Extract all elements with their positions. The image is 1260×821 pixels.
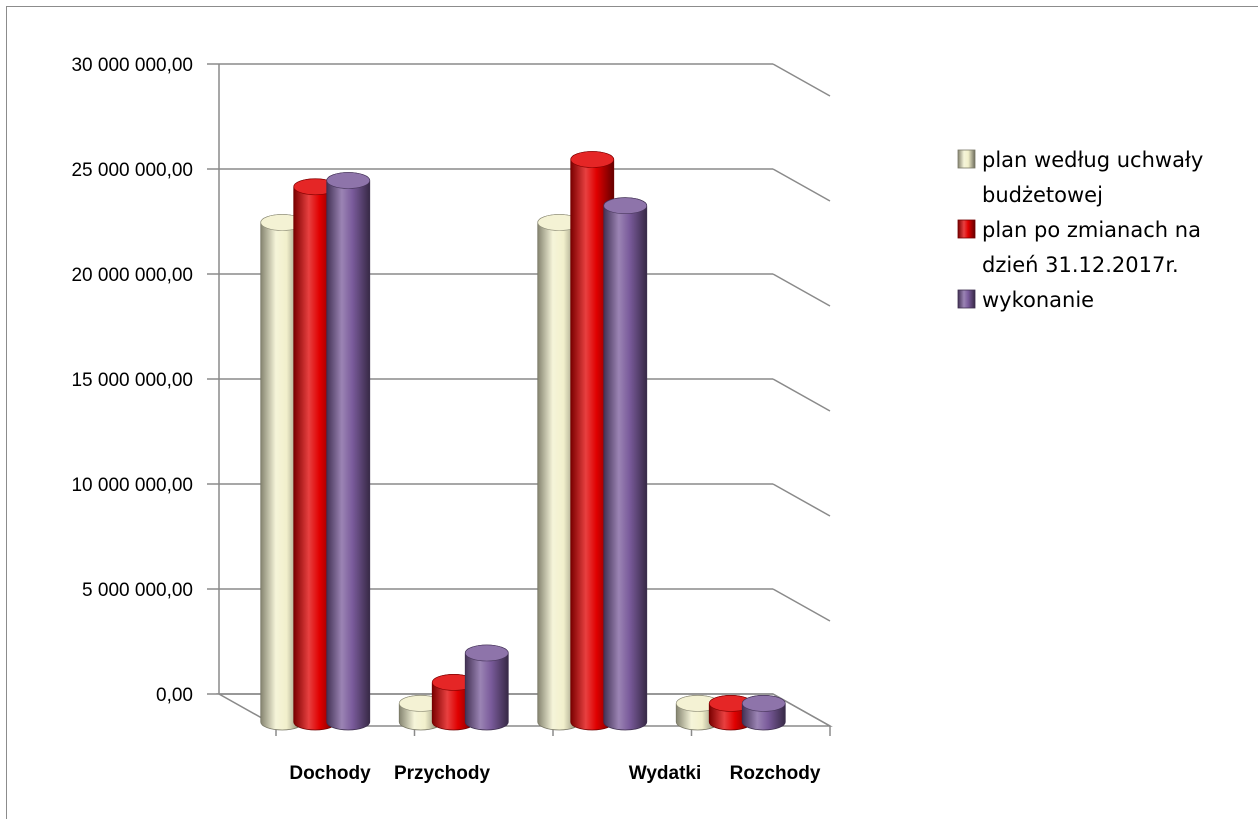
x-category-label: Przychody bbox=[394, 763, 491, 784]
y-tick-label: 20 000 000,00 bbox=[71, 265, 193, 286]
y-tick-label: 0,00 bbox=[156, 685, 193, 706]
legend-label: plan po zmianach na bbox=[982, 218, 1201, 242]
gridline-side bbox=[772, 483, 831, 517]
bar-dochody-series-3 bbox=[326, 172, 371, 731]
y-tick-label: 10 000 000,00 bbox=[71, 475, 193, 496]
gridline-side bbox=[772, 273, 831, 307]
legend-label: budżetowej bbox=[982, 183, 1103, 207]
labels: 0,00 5 000 000,00 10 000 000,00 15 000 000,… bbox=[71, 55, 820, 784]
legend-swatch bbox=[957, 149, 976, 169]
y-tick-label: 25 000 000,00 bbox=[71, 160, 193, 181]
legend-label: wykonanie bbox=[982, 288, 1094, 312]
bar-rozchody-series-2 bbox=[708, 695, 753, 731]
x-category-label: Wydatki bbox=[629, 763, 702, 784]
bar-rozchody-series-3 bbox=[741, 695, 786, 731]
gridline-side bbox=[772, 588, 831, 622]
bar-przychody-series-3 bbox=[464, 644, 509, 731]
y-tick-label: 5 000 000,00 bbox=[82, 580, 193, 601]
y-tick-label: 15 000 000,00 bbox=[71, 370, 193, 391]
chart-frame bbox=[6, 6, 1258, 819]
gridline-side bbox=[772, 168, 831, 202]
legend-label: plan według uchwały bbox=[982, 148, 1203, 172]
legend-label: dzień 31.12.2017r. bbox=[982, 253, 1179, 277]
bar-wydatki-series-3 bbox=[603, 197, 648, 731]
bar-rozchody-series-1 bbox=[675, 695, 720, 731]
legend: plan według uchwały budżetowej plan po zmi… bbox=[957, 148, 1203, 312]
legend-swatch bbox=[957, 289, 976, 309]
gridline-side bbox=[772, 63, 831, 97]
legend-swatch bbox=[957, 219, 976, 239]
bars bbox=[260, 151, 786, 731]
x-category-label: Rozchody bbox=[730, 763, 821, 784]
x-category-label: Dochody bbox=[289, 763, 371, 784]
bar-wydatki-series-2 bbox=[570, 151, 615, 731]
y-tick-label: 30 000 000,00 bbox=[71, 55, 193, 76]
gridline-side bbox=[772, 378, 831, 412]
